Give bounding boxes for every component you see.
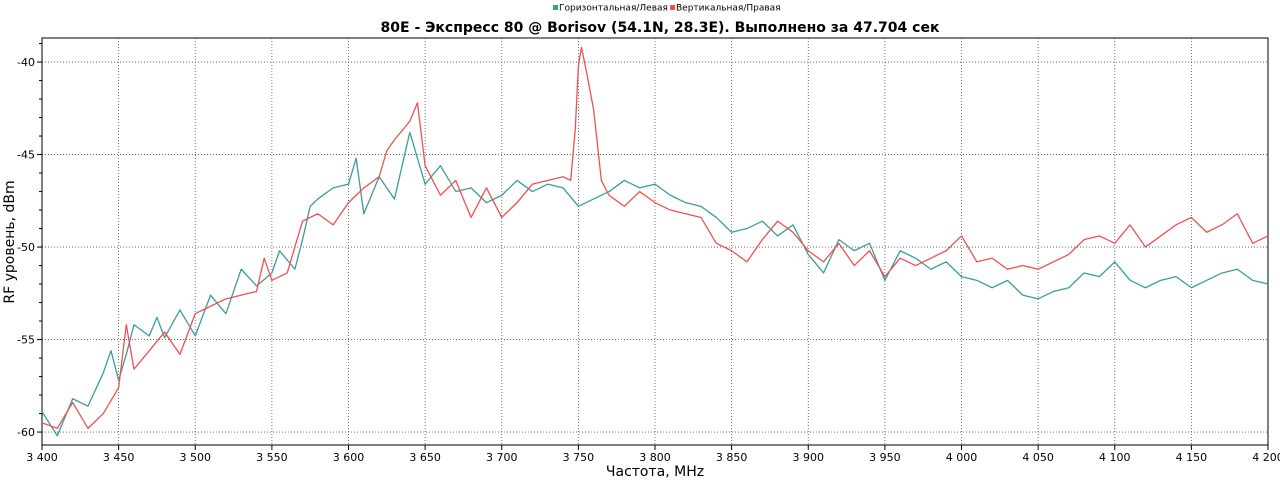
legend-label-horizontal: Горизонтальная/Левая	[559, 4, 668, 14]
y-tick-label: -60	[17, 426, 35, 439]
y-minor-ticks	[39, 43, 42, 415]
x-tick-label: 3 750	[563, 451, 595, 464]
series-layer	[41, 46, 1269, 437]
x-tick-label: 3 550	[256, 451, 288, 464]
x-tick-label: 4 000	[946, 451, 978, 464]
y-tick-label: -55	[17, 334, 35, 347]
y-tick-label: -45	[17, 149, 35, 162]
y-tick-label: -50	[17, 241, 35, 254]
x-tick-label: 3 850	[716, 451, 748, 464]
y-axis-title: RF уровень, dBm	[2, 180, 18, 303]
x-tick-label: 4 200	[1252, 451, 1280, 464]
x-tick-label: 3 600	[333, 451, 365, 464]
x-tick-label: 3 650	[409, 451, 441, 464]
y-axis-ticks: -40 -45 -50 -55 -60	[17, 56, 42, 439]
x-tick-label: 3 500	[180, 451, 212, 464]
x-tick-label: 3 900	[793, 451, 825, 464]
x-axis-title: Частота, MHz	[606, 464, 704, 480]
x-tick-label: 3 700	[486, 451, 518, 464]
x-tick-label: 4 150	[1176, 451, 1208, 464]
chart-title: 80E - Экспресс 80 @ Borisov (54.1N, 28.3…	[381, 20, 940, 36]
x-tick-label: 3 400	[26, 451, 58, 464]
x-tick-label: 3 950	[869, 451, 901, 464]
series-line-vertical	[41, 46, 1269, 430]
grid	[42, 38, 1268, 445]
legend-swatch-horizontal	[553, 5, 558, 10]
y-tick-label: -40	[17, 56, 35, 69]
legend-label-vertical: Вертикальная/Правая	[676, 4, 781, 14]
series-line-horizontal	[41, 131, 1269, 437]
legend-swatch-vertical	[670, 5, 675, 10]
x-tick-label: 3 800	[639, 451, 671, 464]
x-axis-ticks: 3 400 3 450 3 500 3 550 3 600 3 650 3 700 3 750…	[26, 445, 1280, 464]
x-tick-label: 4 100	[1099, 451, 1131, 464]
x-tick-label: 4 050	[1022, 451, 1054, 464]
x-tick-label: 3 450	[103, 451, 135, 464]
legend: Горизонтальная/Левая Вертикальная/Правая	[553, 4, 781, 14]
